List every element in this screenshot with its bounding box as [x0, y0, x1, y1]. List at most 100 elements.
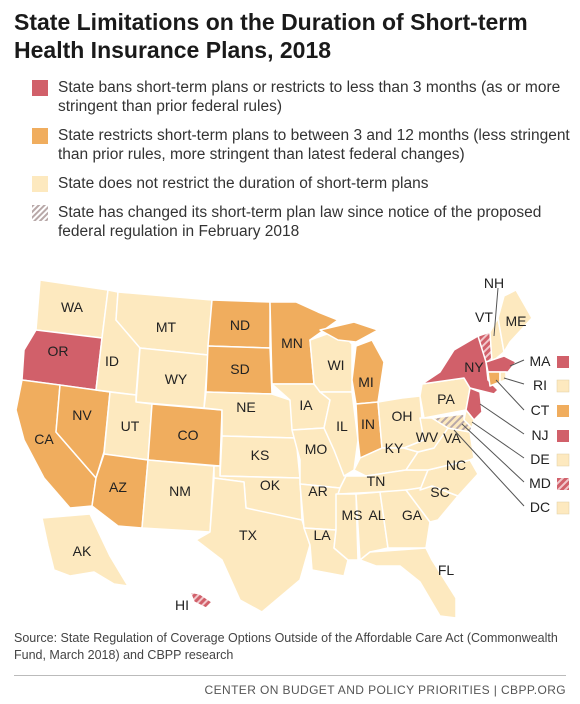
state-nj [465, 387, 483, 421]
callout-swatch-dc [556, 501, 570, 515]
label-sc: SC [430, 484, 449, 500]
us-map: WA OR CA NV ID MT WY UT AZ CO NM ND SD N… [15, 275, 570, 619]
label-me: ME [506, 313, 527, 329]
label-in: IN [361, 416, 375, 432]
callout-label-ct: CT [531, 402, 550, 418]
label-az: AZ [109, 479, 127, 495]
label-tx: TX [239, 527, 258, 543]
label-wv: WV [416, 429, 439, 445]
label-pa: PA [437, 391, 455, 407]
leader-de [471, 421, 525, 459]
label-ok: OK [260, 477, 281, 493]
state-md [431, 413, 473, 433]
label-ak: AK [73, 543, 92, 559]
label-fl: FL [438, 562, 455, 578]
state-il [319, 391, 359, 477]
legend-item-restricts: State restricts short-term plans to betw… [20, 126, 570, 164]
leader-nh [493, 287, 499, 337]
label-ny: NY [464, 359, 484, 375]
label-ia: IA [299, 397, 313, 413]
state-al [355, 491, 389, 561]
label-mt: MT [156, 319, 177, 335]
state-mi-upper [319, 321, 379, 343]
leader-ct [495, 379, 525, 411]
label-nd: ND [230, 317, 250, 333]
label-wi: WI [327, 357, 344, 373]
legend-swatch-bans [32, 80, 48, 96]
state-ga [379, 489, 431, 549]
leader-nj [479, 403, 525, 435]
state-ny [421, 335, 499, 395]
callout-label-de: DE [530, 451, 549, 467]
label-mi: MI [358, 374, 374, 390]
footer-credit: CENTER ON BUDGET AND POLICY PRIORITIES |… [204, 683, 566, 697]
callout-label-nj: NJ [531, 427, 548, 443]
callout-swatch-nj [557, 430, 569, 442]
label-or: OR [48, 343, 69, 359]
label-wa: WA [61, 299, 84, 315]
footer-divider [14, 675, 566, 676]
callout-swatch-ma [557, 356, 569, 368]
label-ms: MS [342, 507, 363, 523]
callout-swatch-ri [556, 379, 570, 393]
state-hi [189, 591, 213, 609]
label-va: VA [443, 430, 461, 446]
legend-swatch-none [32, 176, 48, 192]
state-mi-lower [351, 339, 385, 405]
label-ne: NE [236, 399, 255, 415]
legend: State bans short-term plans or restricts… [20, 78, 570, 251]
label-mn: MN [281, 335, 303, 351]
legend-item-bans: State bans short-term plans or restricts… [20, 78, 570, 116]
callout-swatch-ct [557, 405, 569, 417]
callout-label-md: MD [529, 475, 551, 491]
state-me [497, 289, 533, 353]
label-nh: NH [484, 275, 504, 291]
label-id: ID [105, 353, 119, 369]
label-ky: KY [385, 440, 404, 456]
legend-text-bans: State bans short-term plans or restricts… [58, 79, 561, 115]
callout-label-ri: RI [533, 377, 547, 393]
leader-dc [453, 429, 525, 507]
state-ms [333, 493, 359, 561]
label-ut: UT [121, 418, 140, 434]
map-title: State Limitations on the Duration of Sho… [14, 9, 528, 63]
callout-swatch-de [556, 453, 570, 467]
callout-label-dc: DC [530, 499, 550, 515]
label-nv: NV [72, 407, 92, 423]
label-ar: AR [308, 483, 327, 499]
label-tn: TN [367, 473, 386, 489]
label-mo: MO [305, 441, 328, 457]
state-ma [485, 355, 517, 373]
legend-item-changed: State has changed its short-term plan la… [20, 203, 570, 241]
leader-ri [503, 377, 525, 385]
label-ca: CA [34, 431, 54, 447]
legend-text-changed: State has changed its short-term plan la… [58, 204, 542, 240]
label-nc: NC [446, 457, 466, 473]
label-il: IL [336, 418, 348, 434]
state-tx [195, 477, 311, 613]
label-oh: OH [392, 408, 413, 424]
label-wy: WY [165, 371, 188, 387]
label-sd: SD [230, 361, 249, 377]
label-la: LA [313, 527, 331, 543]
label-ga: GA [402, 507, 423, 523]
label-ks: KS [251, 447, 270, 463]
legend-swatch-restricts [32, 128, 48, 144]
legend-text-restricts: State restricts short-term plans to betw… [58, 127, 570, 163]
state-ct [487, 371, 501, 387]
callout-swatch-md [557, 478, 569, 490]
label-hi: HI [175, 597, 189, 613]
callout-label-ma: MA [530, 353, 552, 369]
source-note: Source: State Regulation of Coverage Opt… [14, 631, 558, 662]
legend-text-none: State does not restrict the duration of … [58, 175, 429, 192]
state-ri [499, 371, 507, 383]
label-vt: VT [475, 309, 493, 325]
label-al: AL [368, 507, 385, 523]
state-fl [359, 547, 457, 619]
label-co: CO [178, 427, 199, 443]
legend-item-none: State does not restrict the duration of … [20, 174, 570, 193]
state-ak [41, 513, 129, 587]
leader-ma [509, 359, 525, 367]
legend-swatch-changed [32, 205, 48, 221]
leader-md [461, 423, 525, 483]
